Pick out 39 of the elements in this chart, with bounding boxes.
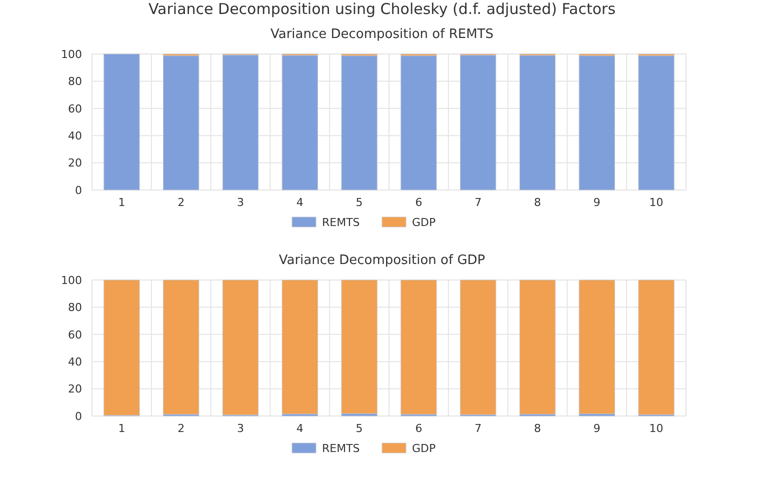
x-tick-label: 2 xyxy=(178,196,185,209)
y-tick-label: 0 xyxy=(75,184,82,197)
x-tick-label: 9 xyxy=(593,422,600,435)
x-tick-label: 6 xyxy=(415,422,422,435)
x-tick-label: 5 xyxy=(356,422,363,435)
x-tick-label: 6 xyxy=(415,196,422,209)
legend-label: REMTS xyxy=(322,442,360,455)
chart-subtitle: Variance Decomposition of GDP xyxy=(278,253,486,268)
y-tick-label: 60 xyxy=(68,328,82,342)
y-tick-label: 100 xyxy=(61,48,82,61)
y-tick-label: 100 xyxy=(61,274,82,287)
x-tick-label: 4 xyxy=(296,196,304,209)
y-tick-label: 80 xyxy=(68,301,82,314)
y-tick-label: 60 xyxy=(68,102,82,116)
x-tick-label: 7 xyxy=(474,196,482,209)
legend-label: GDP xyxy=(412,216,436,229)
legend-label: REMTS xyxy=(322,216,360,229)
x-tick-label: 3 xyxy=(237,196,244,209)
x-tick-label: 10 xyxy=(649,196,664,209)
legend-label: GDP xyxy=(412,442,436,455)
y-tick-label: 0 xyxy=(75,410,82,423)
y-tick-label: 20 xyxy=(68,156,82,170)
x-tick-label: 1 xyxy=(118,422,126,435)
x-tick-label: 3 xyxy=(237,422,244,435)
x-tick-label: 9 xyxy=(593,196,600,209)
chart-title: Variance Decomposition using Cholesky (d.f. adjusted) Factors xyxy=(148,0,616,18)
x-tick-label: 8 xyxy=(534,196,541,209)
x-tick-label: 10 xyxy=(649,422,664,435)
y-tick-label: 40 xyxy=(68,129,82,142)
x-tick-label: 2 xyxy=(178,422,185,435)
x-tick-label: 5 xyxy=(356,196,363,209)
chart-subtitle: Variance Decomposition of REMTS xyxy=(270,27,494,42)
y-tick-label: 80 xyxy=(68,75,82,88)
y-tick-label: 20 xyxy=(68,382,82,396)
x-tick-label: 4 xyxy=(296,422,304,435)
x-tick-label: 1 xyxy=(118,196,126,209)
x-tick-label: 7 xyxy=(474,422,482,435)
y-tick-label: 40 xyxy=(68,355,82,368)
x-tick-label: 8 xyxy=(534,422,541,435)
